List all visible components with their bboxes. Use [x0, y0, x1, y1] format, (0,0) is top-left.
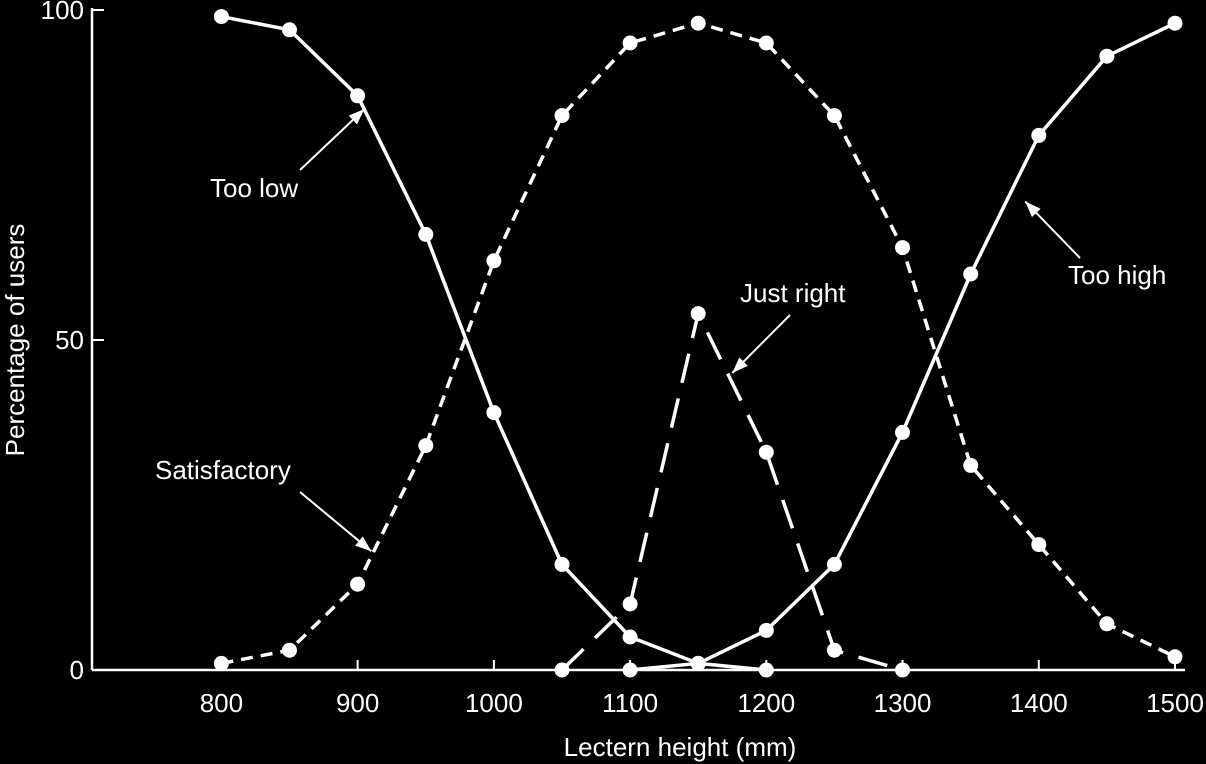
point-s1-6 [622, 35, 638, 51]
x-axis-label: Lectern height (mm) [564, 732, 797, 762]
annotation-arrowhead-0 [348, 109, 365, 125]
series-line-2 [560, 311, 903, 672]
point-s1-8 [758, 35, 774, 51]
point-s3-8 [1167, 15, 1183, 31]
point-s2-2 [690, 306, 706, 322]
point-s1-9 [826, 108, 842, 124]
point-s1-0 [213, 655, 229, 671]
point-s3-4 [895, 424, 910, 440]
point-s2-4 [826, 642, 842, 658]
x-tick-label-1400: 1400 [1010, 688, 1068, 718]
point-s1-13 [1099, 616, 1115, 632]
annotations: Too low Satisfactory Just right Too high [155, 108, 1166, 552]
annotation-label-2: Just right [740, 278, 846, 308]
x-tick-label-1100: 1100 [602, 688, 658, 718]
y-axis-label: Percentage of users [0, 224, 30, 457]
point-s0-6 [622, 629, 638, 645]
point-s1-12 [1031, 537, 1047, 553]
annotation-arrowhead-2 [732, 357, 748, 373]
point-s3-6 [1031, 127, 1047, 143]
point-s1-5 [554, 108, 570, 124]
x-tick-label-1200: 1200 [737, 688, 795, 718]
point-s3-5 [963, 266, 979, 282]
point-s1-3 [418, 438, 434, 454]
x-tick-label-1300: 1300 [874, 688, 932, 718]
x-tick-label-1000: 1000 [465, 688, 523, 718]
point-s1-4 [486, 253, 502, 269]
annotation-label-1: Satisfactory [155, 455, 291, 485]
series-group [213, 9, 1183, 678]
y-tick-label-0: 0 [70, 655, 84, 685]
point-s3-0 [622, 662, 638, 678]
point-s1-1 [282, 642, 297, 658]
point-s3-1 [690, 655, 706, 671]
point-s2-3 [758, 444, 774, 460]
x-tick-label-800: 800 [200, 688, 243, 718]
point-s3-7 [1099, 48, 1115, 64]
annotation-arrowhead-3 [1025, 201, 1041, 218]
point-s1-2 [350, 576, 366, 592]
point-s2-5 [895, 662, 910, 678]
point-s1-14 [1167, 649, 1183, 665]
annotation-arrowhead-1 [355, 536, 372, 552]
point-s0-1 [282, 22, 297, 38]
point-s0-8 [758, 662, 774, 678]
point-s0-4 [486, 405, 502, 421]
point-s0-5 [554, 556, 570, 572]
point-s3-3 [826, 556, 842, 572]
point-s0-2 [350, 88, 366, 104]
y-tick-label-50: 50 [55, 325, 84, 355]
point-s1-7 [690, 15, 706, 31]
x-tick-label-900: 900 [336, 688, 379, 718]
axes: 0 50 100 800 900 1000 1100 1200 1300 1400 1500 [41, 0, 1204, 718]
annotation-label-0: Too low [210, 173, 298, 203]
point-s0-3 [418, 226, 434, 242]
x-tick-label-1500: 1500 [1146, 688, 1204, 718]
point-s1-11 [963, 457, 979, 473]
point-s0-0 [213, 9, 229, 25]
point-s2-1 [622, 596, 638, 612]
y-tick-label-100: 100 [41, 0, 84, 25]
point-s3-2 [758, 622, 774, 638]
point-s2-0 [554, 662, 570, 678]
point-s1-10 [895, 240, 910, 256]
annotation-label-3: Too high [1068, 260, 1166, 290]
